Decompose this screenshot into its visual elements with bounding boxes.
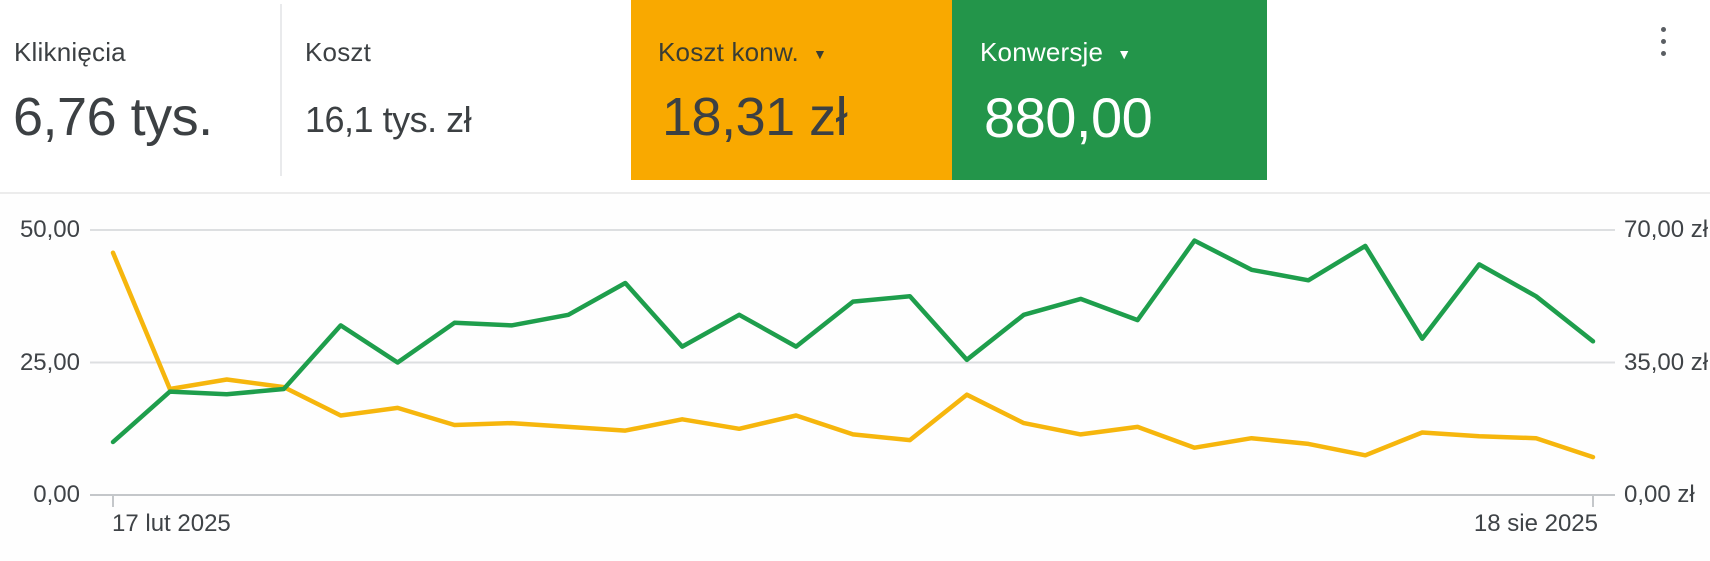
kebab-dot (1660, 39, 1666, 44)
kebab-dot (1660, 51, 1666, 56)
left-axis-tick-0: 0,00 (33, 481, 80, 508)
cost-value: 16,1 tys. zł (305, 99, 472, 140)
metric-card-conversions[interactable]: Konwersje ▼ 880,00 (952, 0, 1267, 180)
conversions-line (110, 238, 1596, 445)
clicks-value: 6,76 tys. (13, 87, 213, 147)
conversions-value: 880,00 (984, 86, 1153, 149)
right-axis-tick-70: 70,00 zł (1624, 216, 1709, 243)
x-axis-end-date: 18 sie 2025 (1473, 510, 1598, 537)
conversions-label-text: Konwersje (980, 37, 1104, 67)
metric-cards-row: Kliknięcia 6,76 tys. Koszt 16,1 tys. zł … (0, 0, 1710, 180)
left-axis-tick-50: 50,00 (19, 216, 80, 243)
metric-card-clicks[interactable]: Kliknięcia 6,76 tys. (0, 0, 280, 180)
cost-label: Koszt (305, 37, 372, 67)
conversions-label: Konwersje ▼ (980, 37, 1131, 68)
right-axis-tick-35: 35,00 zł (1624, 349, 1709, 376)
kebab-dot (1660, 27, 1666, 32)
metric-card-cost[interactable]: Koszt 16,1 tys. zł (282, 0, 631, 180)
x-axis-start-date: 17 lut 2025 (112, 510, 231, 537)
cost-per-conversion-label: Koszt konw. ▼ (658, 37, 827, 68)
chevron-down-icon[interactable]: ▼ (812, 46, 827, 62)
more-options-icon[interactable] (1655, 27, 1671, 63)
chart-canvas (90, 229, 1615, 507)
right-axis-tick-0: 0,00 zł (1624, 481, 1695, 508)
chevron-down-icon[interactable]: ▼ (1117, 46, 1132, 62)
cost-per-conversion-line (110, 250, 1596, 460)
left-axis-tick-25: 25,00 (19, 349, 80, 376)
metric-card-cost-per-conversion[interactable]: Koszt konw. ▼ 18,31 zł (631, 0, 952, 180)
cost-per-conversion-value: 18,31 zł (662, 87, 848, 147)
cost-per-conversion-label-text: Koszt konw. (658, 37, 799, 67)
card-divider (280, 4, 282, 176)
time-series-chart[interactable]: 50,00 25,00 0,00 70,00 zł 35,00 zł 0,00 … (0, 192, 1710, 561)
clicks-label: Kliknięcia (14, 37, 126, 67)
